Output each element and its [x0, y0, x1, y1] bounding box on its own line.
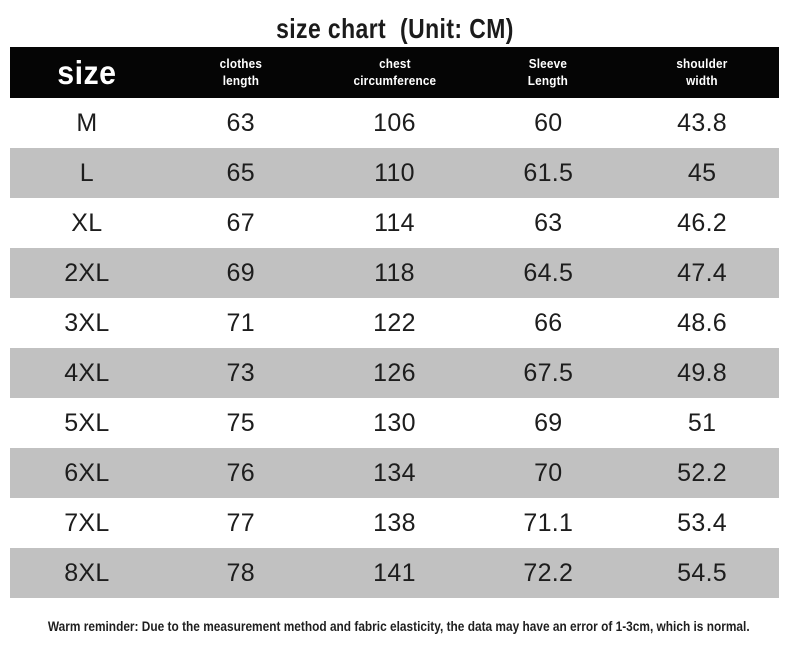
cell-chest-circumference: 134: [373, 458, 416, 487]
cell-clothes-length: 75: [226, 408, 255, 437]
cell-sleeve-length: 69: [534, 408, 563, 437]
cell-shoulder-width: 51: [687, 408, 717, 437]
table-row: L 65 110 61.5 45: [10, 148, 779, 198]
cell-size: 8XL: [64, 558, 110, 587]
cell-size: 7XL: [64, 508, 110, 537]
cell-sleeve-length: 64.5: [523, 258, 574, 287]
cell-clothes-length: 78: [226, 558, 255, 587]
table-row: 3XL 71 122 66 48.6: [10, 298, 779, 348]
cell-chest-circumference: 141: [373, 558, 416, 587]
cell-shoulder-width: 43.8: [677, 108, 728, 137]
cell-clothes-length: 69: [226, 258, 255, 287]
cell-chest-circumference: 114: [374, 208, 415, 237]
header-line: clothes: [219, 56, 262, 71]
header-line: Length: [528, 73, 569, 88]
table-row: 4XL 73 126 67.5 49.8: [10, 348, 779, 398]
header-sleeve-length: Sleeve Length: [471, 56, 625, 90]
header-line: circumference: [353, 73, 436, 88]
cell-clothes-length: 76: [226, 458, 255, 487]
cell-size: 5XL: [64, 408, 110, 437]
table-row: M 63 106 60 43.8: [10, 98, 779, 148]
cell-size: 6XL: [64, 458, 110, 487]
cell-size: 2XL: [64, 258, 110, 287]
title-text: size chart (Unit: CM): [276, 13, 514, 45]
cell-size: M: [76, 108, 98, 137]
cell-sleeve-length: 61.5: [523, 158, 574, 187]
table-row: 7XL 77 138 71.1 53.4: [10, 498, 779, 548]
cell-shoulder-width: 48.6: [677, 308, 728, 337]
table-row: 2XL 69 118 64.5 47.4: [10, 248, 779, 298]
cell-size: 4XL: [64, 358, 110, 387]
cell-size: XL: [71, 208, 103, 237]
cell-clothes-length: 77: [226, 508, 255, 537]
cell-clothes-length: 71: [226, 308, 255, 337]
header-shoulder-width: shoulder width: [625, 56, 779, 90]
header-line: chest: [378, 56, 411, 71]
page-title: size chart (Unit: CM): [0, 0, 790, 45]
cell-sleeve-length: 72.2: [523, 558, 574, 587]
cell-sleeve-length: 66: [534, 308, 563, 337]
header-line: width: [686, 73, 718, 88]
cell-sleeve-length: 71.1: [523, 508, 574, 537]
cell-sleeve-length: 67.5: [523, 358, 574, 387]
cell-chest-circumference: 138: [373, 508, 416, 537]
cell-chest-circumference: 118: [374, 258, 415, 287]
cell-shoulder-width: 52.2: [677, 458, 728, 487]
header-chest-circumference: chest circumference: [318, 56, 472, 90]
header-line: Sleeve: [529, 56, 568, 71]
title-unit: (Unit: CM): [400, 13, 514, 44]
table-header-row: size clothes length chest circumference …: [10, 47, 779, 98]
cell-chest-circumference: 110: [374, 158, 415, 187]
reminder-note: Warm reminder: Due to the measurement me…: [0, 618, 790, 636]
cell-clothes-length: 63: [226, 108, 255, 137]
header-line: shoulder: [676, 56, 728, 71]
header-clothes-length: clothes length: [164, 56, 318, 90]
cell-shoulder-width: 54.5: [677, 558, 728, 587]
cell-chest-circumference: 122: [373, 308, 416, 337]
cell-sleeve-length: 70: [534, 458, 563, 487]
cell-shoulder-width: 53.4: [677, 508, 728, 537]
table-row: 6XL 76 134 70 52.2: [10, 448, 779, 498]
table-row: 8XL 78 141 72.2 54.5: [10, 548, 779, 598]
table-body: M 63 106 60 43.8 L 65 110 61.5 45 XL 67 114 63 46.2 2XL…: [10, 98, 779, 598]
header-size: size: [57, 53, 117, 91]
cell-shoulder-width: 47.4: [677, 258, 728, 287]
cell-size: 3XL: [64, 308, 110, 337]
cell-chest-circumference: 126: [373, 358, 416, 387]
header-line: length: [222, 73, 259, 88]
cell-clothes-length: 73: [226, 358, 255, 387]
table-row: 5XL 75 130 69 51: [10, 398, 779, 448]
cell-clothes-length: 67: [226, 208, 255, 237]
cell-chest-circumference: 106: [373, 108, 416, 137]
cell-shoulder-width: 49.8: [677, 358, 728, 387]
title-main: size chart: [276, 13, 387, 44]
table-row: XL 67 114 63 46.2: [10, 198, 779, 248]
cell-shoulder-width: 45: [687, 158, 717, 187]
cell-chest-circumference: 130: [373, 408, 416, 437]
cell-clothes-length: 65: [226, 158, 255, 187]
cell-sleeve-length: 63: [534, 208, 563, 237]
cell-sleeve-length: 60: [534, 108, 563, 137]
cell-shoulder-width: 46.2: [677, 208, 728, 237]
size-table: size clothes length chest circumference …: [10, 47, 779, 598]
reminder-text: Warm reminder: Due to the measurement me…: [47, 619, 750, 634]
cell-size: L: [79, 158, 94, 187]
